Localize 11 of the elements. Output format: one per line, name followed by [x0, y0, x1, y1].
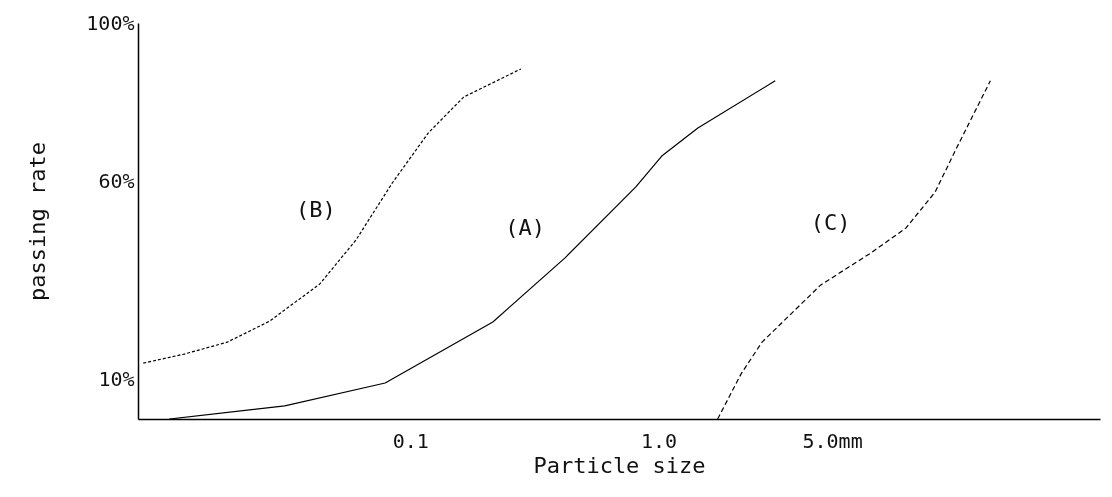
series-label: (A) — [505, 214, 545, 240]
y-tick-label: 10% — [98, 366, 135, 391]
y-tick-label: 60% — [98, 168, 135, 193]
series-label: (B) — [296, 197, 336, 223]
series-label: (C) — [810, 210, 851, 236]
x-tick-label: 0.1 — [392, 428, 429, 453]
x-tick-label: 1.0 — [641, 428, 678, 453]
y-axis-title: passing rate — [25, 142, 51, 301]
x-tick-label: 5.0mm — [802, 428, 863, 453]
x-axis-title: Particle size — [533, 452, 706, 478]
y-tick-label: 100% — [86, 10, 135, 35]
